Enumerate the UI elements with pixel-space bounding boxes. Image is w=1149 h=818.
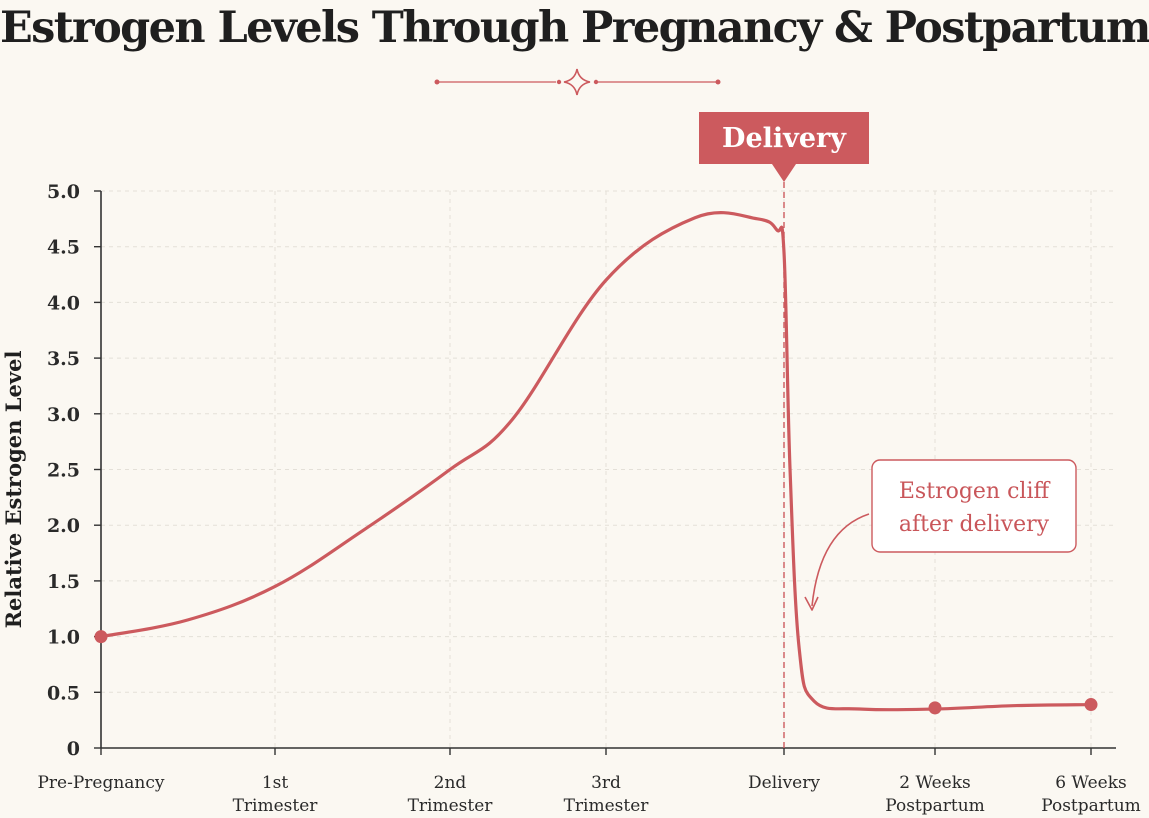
- x-tick-label: 6 Weeks Postpartum: [1041, 773, 1141, 816]
- data-point: [928, 701, 942, 715]
- y-axis-title: Relative Estrogen Level: [1, 351, 26, 629]
- y-tick-label: 2.0: [47, 515, 80, 537]
- sparkle-icon: [563, 68, 591, 96]
- x-tick-label: 1st Trimester: [233, 773, 319, 816]
- y-tick-label: 0.5: [47, 682, 80, 704]
- ornament-dot-left: [434, 79, 440, 85]
- y-tick-label: 2.5: [47, 460, 80, 482]
- ornament-dot-inner-left: [556, 79, 562, 85]
- delivery-reference: Delivery: [699, 112, 869, 748]
- x-tick-label: 2nd Trimester: [408, 773, 494, 816]
- x-axis-ticks: Pre-Pregnancy 1st Trimester 2nd Trimester 3rd…: [37, 748, 1141, 816]
- x-tick-label: Delivery: [748, 773, 820, 793]
- series-layer: [94, 211, 1098, 715]
- y-axis-ticks: 0 0.5 1.0 1.5 2.0 2.5 3.0 3.5 4.0 4.5 5.0: [47, 181, 101, 760]
- delivery-badge-label: Delivery: [722, 123, 847, 154]
- arrow-head-icon: [804, 596, 819, 611]
- data-point: [1084, 698, 1098, 712]
- x-tick-label: Pre-Pregnancy: [37, 773, 164, 793]
- x-tick-label: 3rd Trimester: [564, 773, 650, 816]
- annotation-text: Estrogen cliff after delivery: [899, 479, 1051, 537]
- annotation-arrow: [811, 513, 870, 607]
- y-tick-label: 0: [67, 738, 80, 760]
- y-tick-label: 4.0: [47, 292, 80, 314]
- y-tick-label: 3.5: [47, 348, 80, 370]
- y-tick-label: 5.0: [47, 181, 80, 203]
- ornament-dot-inner-right: [593, 79, 599, 85]
- annotation-box: [871, 459, 1077, 553]
- y-tick-label: 4.5: [47, 237, 80, 259]
- ornament-dot-right: [715, 79, 721, 85]
- y-tick-label: 1.5: [47, 571, 80, 593]
- series-line: [99, 211, 1093, 712]
- page-title: Estrogen Levels Through Pregnancy & Post…: [0, 3, 1149, 53]
- y-tick-label: 3.0: [47, 404, 80, 426]
- data-point: [94, 630, 108, 644]
- annotation-layer: Estrogen cliff after delivery: [804, 459, 1077, 611]
- title-ornament: [434, 68, 721, 96]
- x-tick-label: 2 Weeks Postpartum: [885, 773, 985, 816]
- delivery-badge: [699, 112, 869, 182]
- y-tick-label: 1.0: [47, 627, 80, 649]
